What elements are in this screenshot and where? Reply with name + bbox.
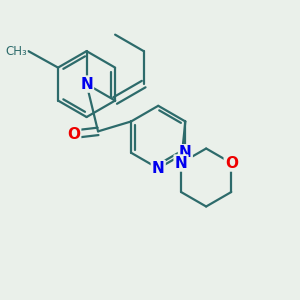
- Text: N: N: [179, 145, 192, 160]
- Text: CH₃: CH₃: [5, 45, 27, 58]
- Text: O: O: [225, 155, 238, 170]
- Text: N: N: [175, 155, 188, 170]
- Text: O: O: [67, 127, 80, 142]
- Text: N: N: [152, 161, 165, 176]
- Text: N: N: [80, 76, 93, 92]
